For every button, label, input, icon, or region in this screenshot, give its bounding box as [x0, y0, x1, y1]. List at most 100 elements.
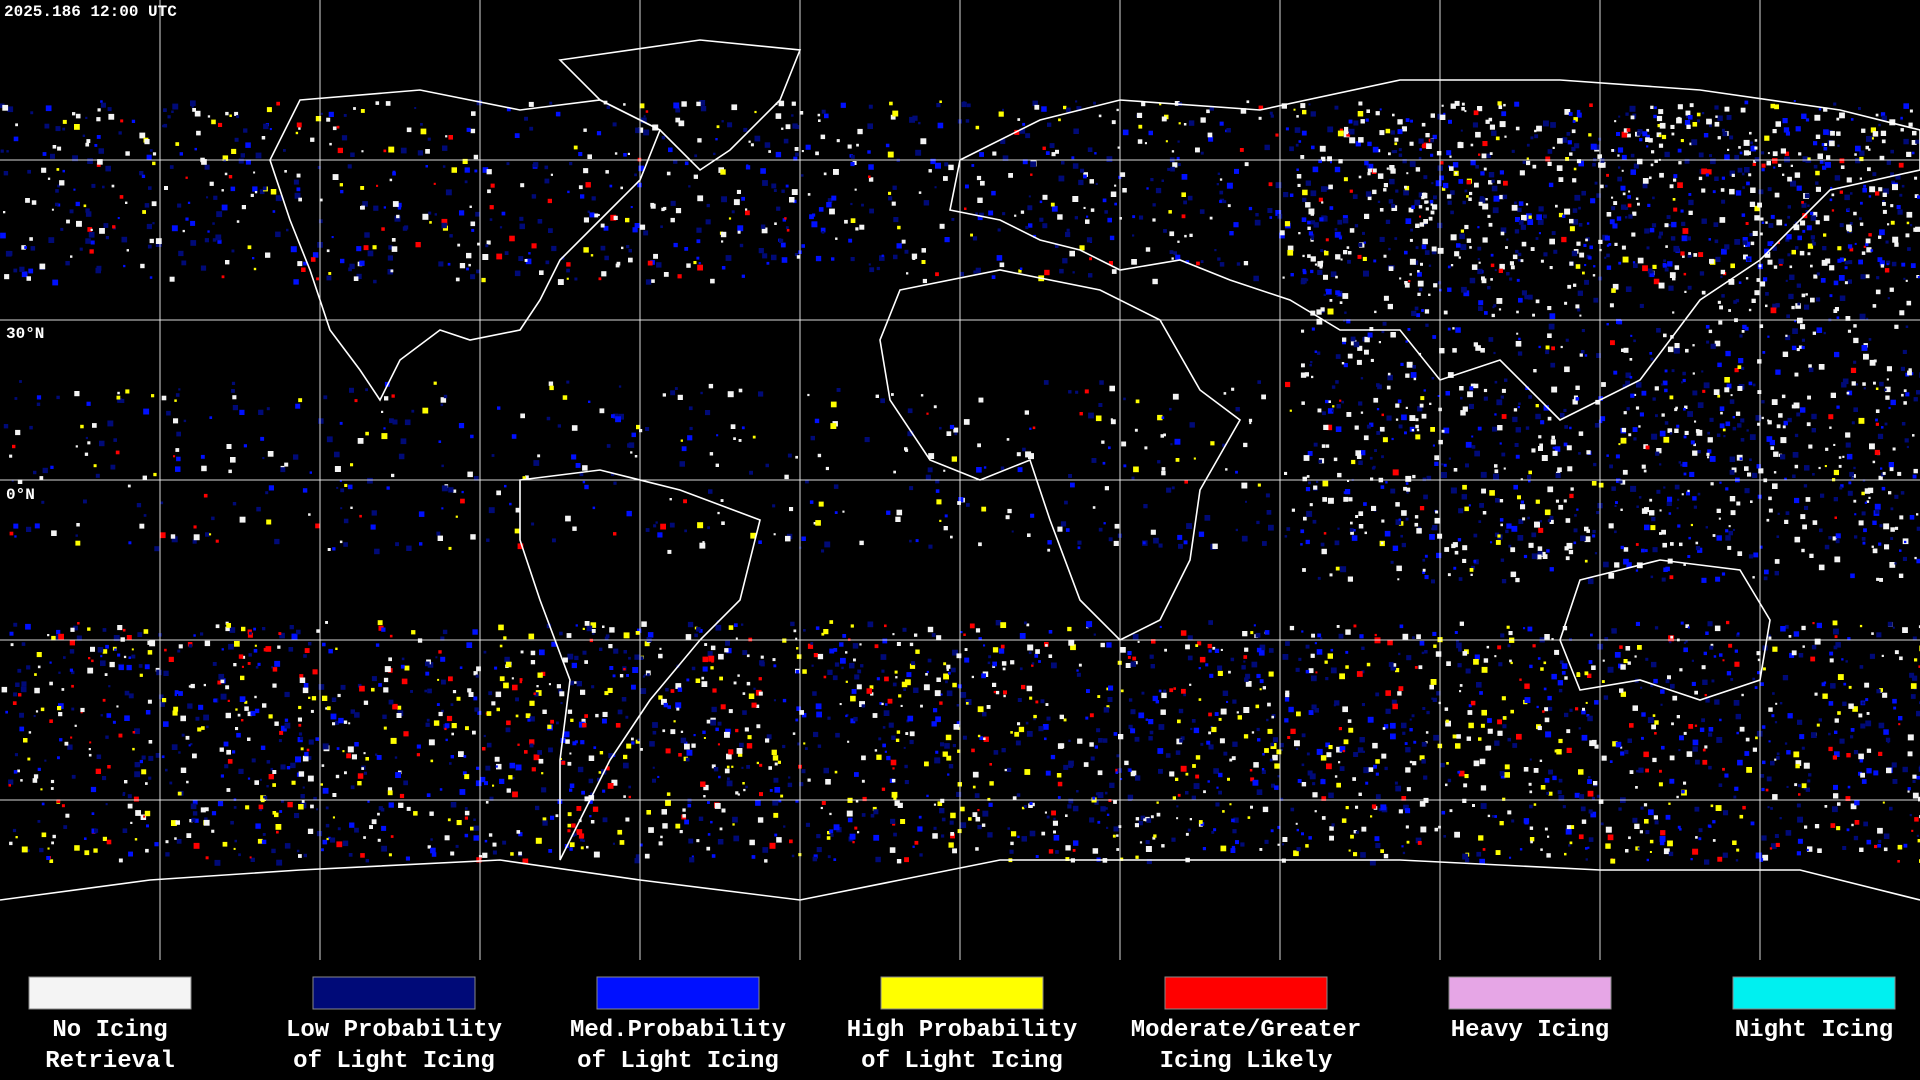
icing-pixel — [1479, 196, 1484, 200]
icing-pixel — [1588, 256, 1592, 260]
icing-pixel — [442, 145, 448, 151]
icing-pixel — [1739, 334, 1743, 338]
icing-pixel — [823, 767, 829, 774]
icing-pixel — [391, 394, 395, 398]
icing-pixel — [758, 677, 762, 681]
icing-pixel — [626, 245, 630, 249]
icing-pixel — [1547, 306, 1552, 311]
icing-pixel — [1744, 326, 1749, 331]
icing-pixel — [1376, 408, 1380, 411]
icing-pixel — [919, 853, 923, 857]
icing-pixel — [1889, 806, 1893, 811]
icing-pixel — [555, 111, 561, 117]
icing-pixel — [262, 833, 266, 836]
icing-pixel — [1283, 192, 1289, 198]
icing-pixel — [510, 852, 514, 856]
icing-pixel — [1028, 195, 1031, 198]
icing-pixel — [1279, 232, 1285, 239]
icing-pixel — [1497, 730, 1503, 736]
icing-pixel — [745, 785, 748, 789]
icing-pixel — [1630, 115, 1635, 120]
icing-pixel — [360, 186, 365, 190]
icing-pixel — [867, 621, 874, 628]
icing-pixel — [1374, 449, 1377, 452]
icing-pixel — [1249, 422, 1252, 425]
icing-pixel — [851, 689, 857, 694]
icing-pixel — [621, 246, 624, 250]
icing-pixel — [1746, 767, 1752, 773]
icing-pixel — [1584, 559, 1588, 563]
icing-pixel — [275, 195, 282, 202]
icing-pixel — [1104, 486, 1109, 491]
icing-pixel — [582, 480, 586, 484]
icing-pixel — [1017, 467, 1023, 473]
icing-pixel — [1274, 785, 1279, 790]
icing-pixel — [815, 703, 822, 710]
icing-pixel — [1202, 847, 1206, 851]
icing-pixel — [1812, 520, 1818, 525]
icing-pixel — [293, 279, 299, 285]
icing-pixel — [1622, 384, 1627, 389]
icing-pixel — [814, 418, 820, 424]
icing-pixel — [1724, 244, 1730, 250]
icing-pixel — [541, 787, 547, 793]
icing-pixel — [1395, 418, 1399, 421]
icing-pixel — [1745, 222, 1749, 225]
icing-pixel — [958, 497, 964, 503]
icing-pixel — [1844, 281, 1848, 285]
icing-pixel — [661, 136, 666, 140]
icing-pixel — [1257, 380, 1261, 384]
icing-pixel — [572, 526, 577, 531]
icing-pixel — [1793, 751, 1800, 758]
icing-pixel — [1031, 664, 1034, 667]
icing-pixel — [1443, 112, 1446, 116]
icing-pixel — [1787, 215, 1791, 219]
icing-pixel — [1575, 707, 1579, 711]
icing-pixel — [1405, 218, 1412, 224]
icing-pixel — [1435, 510, 1439, 514]
icing-pixel — [1520, 224, 1526, 230]
icing-pixel — [1692, 746, 1698, 752]
icing-pixel — [1712, 190, 1716, 194]
icing-pixel — [95, 473, 100, 478]
icing-pixel — [1395, 403, 1400, 408]
icing-pixel — [1495, 540, 1501, 545]
icing-pixel — [1862, 187, 1867, 193]
icing-pixel — [707, 801, 710, 804]
icing-pixel — [1903, 277, 1906, 280]
icing-pixel — [1880, 264, 1885, 268]
icing-pixel — [1586, 450, 1591, 455]
icing-pixel — [1593, 462, 1597, 467]
icing-pixel — [1186, 523, 1192, 529]
icing-pixel — [1229, 231, 1234, 236]
icing-pixel — [1454, 831, 1460, 838]
icing-pixel — [9, 531, 14, 536]
icing-pixel — [973, 270, 977, 274]
icing-pixel — [1058, 118, 1061, 122]
icing-pixel — [342, 750, 345, 753]
icing-pixel — [1581, 190, 1586, 196]
icing-pixel — [1872, 304, 1877, 308]
icing-pixel — [1911, 140, 1917, 145]
icing-pixel — [1295, 747, 1299, 750]
icing-pixel — [1106, 813, 1110, 816]
icing-pixel — [964, 648, 968, 651]
icing-pixel — [284, 170, 287, 173]
icing-pixel — [545, 260, 550, 265]
icing-pixel — [760, 168, 766, 174]
icing-pixel — [733, 199, 740, 206]
icing-pixel — [745, 165, 751, 170]
icing-pixel — [1208, 744, 1214, 750]
icing-pixel — [1897, 209, 1903, 215]
icing-pixel — [1497, 425, 1503, 431]
icing-pixel — [1643, 469, 1647, 473]
icing-pixel — [715, 727, 719, 732]
icing-pixel — [1767, 419, 1770, 422]
icing-pixel — [75, 201, 80, 207]
icing-pixel — [1594, 423, 1600, 428]
icing-pixel — [556, 684, 561, 689]
icing-pixel — [1494, 815, 1497, 818]
icing-pixel — [1821, 143, 1825, 147]
icing-pixel — [1838, 464, 1842, 468]
icing-pixel — [992, 647, 999, 653]
